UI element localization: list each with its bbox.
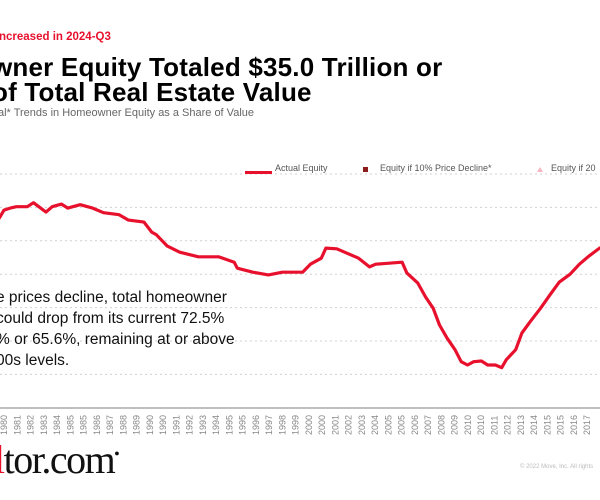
x-tick-label: 2007 (423, 415, 433, 435)
x-tick-label: 2006 (410, 415, 420, 435)
x-tick-label: 1990 (158, 415, 168, 435)
x-tick-label: 1988 (118, 415, 128, 435)
x-tick-label: 2011 (489, 416, 499, 435)
logo-red-letter: l (0, 437, 5, 482)
x-tick-label: 1991 (171, 415, 181, 435)
x-tick-label: 2009 (450, 415, 460, 435)
x-tick-label: 1985 (79, 415, 89, 435)
legend-triangle-icon (537, 167, 543, 172)
kicker-text: ncreased in 2024-Q3 (0, 31, 111, 43)
x-tick-label: 1995 (224, 415, 234, 435)
series-line-actual-equity (0, 201, 600, 370)
x-tick-label: 2008 (436, 415, 446, 435)
x-tick-label: 1980 (0, 415, 9, 435)
x-tick-label: 2005 (383, 415, 393, 435)
x-tick-label: 1989 (132, 415, 142, 435)
x-tick-label: 1981 (12, 415, 22, 435)
annotation-line: 00s levels. (0, 352, 70, 369)
x-tick-label: 1997 (264, 415, 274, 435)
x-tick-label: 2015 (556, 415, 566, 435)
copyright-text: © 2022 Move, Inc. All rights (520, 464, 594, 470)
chart-title-line-1: wner Equity Totaled $35.0 Trillion or (0, 52, 443, 82)
x-tick-label: 1982 (26, 415, 36, 435)
logo-text: tor.com (3, 437, 116, 482)
legend-10pct-decline: Equity if 10% Price Decline* (380, 163, 492, 173)
legend-square-icon (363, 167, 368, 172)
x-tick-label: 1986 (92, 415, 102, 435)
x-tick-label: 1985 (65, 415, 75, 435)
legend-20pct-decline: Equity if 20 (551, 163, 596, 173)
annotation-line: could drop from its current 72.5% (0, 310, 225, 327)
legend-line-icon (245, 171, 272, 174)
annotation-line: % or 65.6%, remaining at or above (0, 331, 235, 348)
x-tick-label: 2013 (516, 415, 526, 435)
x-tick-label: 2004 (370, 415, 380, 435)
x-tick-label: 1996 (251, 415, 261, 435)
x-tick-label: 2002 (344, 415, 354, 435)
chart-title-line-2: of Total Real Estate Value (0, 77, 312, 107)
x-tick-label: 2000 (317, 415, 327, 435)
x-tick-label: 1987 (105, 415, 115, 435)
x-tick-label: 2005 (397, 415, 407, 435)
x-tick-label: 2014 (529, 415, 539, 435)
x-tick-label: 1984 (52, 415, 62, 435)
x-tick-label: 2001 (330, 415, 340, 435)
x-tick-label: 1994 (211, 415, 221, 435)
x-tick-label: 2017 (582, 415, 592, 435)
annotation-line: e prices decline, total homeowner (0, 289, 227, 306)
x-tick-label: 1998 (277, 415, 287, 435)
x-tick-label: 1990 (145, 415, 155, 435)
x-tick-label: 1999 (291, 415, 301, 435)
x-tick-label: 2016 (569, 415, 579, 435)
x-tick-label: 2015 (542, 415, 552, 435)
x-tick-label: 2010 (463, 415, 473, 435)
x-tick-label: 1993 (198, 415, 208, 435)
x-tick-label: 2003 (357, 415, 367, 435)
x-tick-label: 1995 (238, 415, 248, 435)
x-tick-label: 2000 (304, 415, 314, 435)
x-tick-label: 1983 (39, 415, 49, 435)
registered-mark-icon: ● (114, 448, 119, 458)
realtor-logo: ltor.com● (0, 436, 120, 483)
x-tick-label: 2010 (476, 415, 486, 435)
annotation-text: e prices decline, total homeowner could … (0, 287, 235, 371)
x-tick-label: 1992 (185, 415, 195, 435)
x-tick-label: 2012 (503, 415, 513, 435)
legend-actual-equity: Actual Equity (275, 163, 328, 173)
chart-subtitle: al* Trends in Homeowner Equity as a Shar… (0, 107, 254, 119)
